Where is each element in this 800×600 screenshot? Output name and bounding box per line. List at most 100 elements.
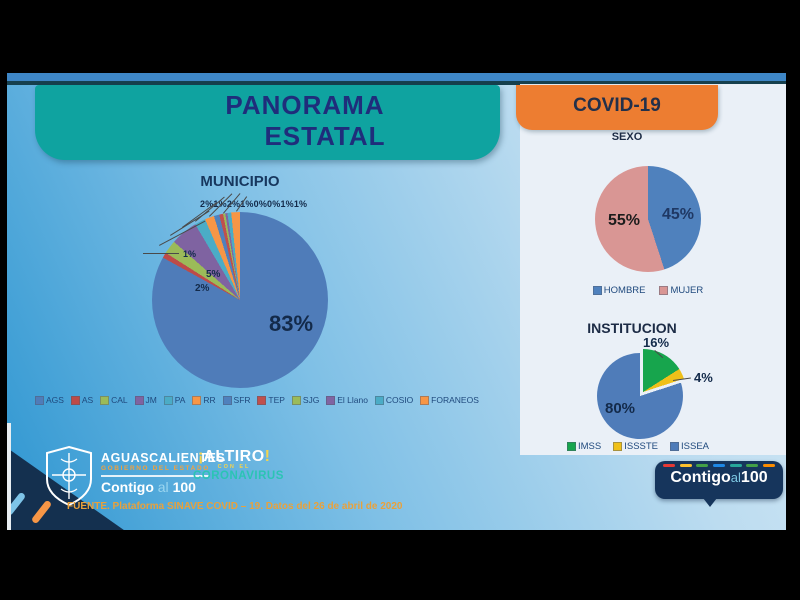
slogan-al: al	[157, 479, 169, 495]
legend-item: PA	[163, 395, 186, 405]
legend-item: RR	[192, 395, 216, 405]
legend-item: CAL	[100, 395, 128, 405]
legend-swatch	[613, 442, 623, 451]
legend-swatch	[592, 286, 602, 295]
bubble-dash	[729, 464, 742, 467]
legend-swatch	[374, 395, 384, 405]
legend-swatch	[291, 395, 301, 405]
covid-banner	[516, 85, 718, 130]
bubble-dash	[663, 464, 675, 467]
slogan-contigo: Contigo	[101, 479, 154, 495]
legend-item: ISSSTE	[613, 441, 658, 452]
legend-label: JM	[145, 395, 157, 405]
page-title-line1: PANORAMA	[225, 90, 385, 120]
bubble-al: al	[730, 470, 741, 485]
legend-label: IMSS	[578, 441, 602, 452]
municipio-legend: AGS AS CAL JM PA RR SFR TEP SJG El Llano COSIO FORA…	[35, 395, 479, 405]
panorama-banner	[35, 85, 500, 160]
legend-swatch	[222, 395, 232, 405]
institucion-pie-wedge	[600, 349, 686, 435]
bubble-dash	[696, 464, 709, 467]
legend-label: SFR	[233, 395, 251, 405]
covid-badge-label: COVID-19	[573, 95, 661, 116]
legend-item: ISSEA	[670, 441, 709, 452]
altiro-mid-text: CON EL	[217, 464, 251, 470]
legend-swatch	[35, 395, 44, 405]
legend-swatch	[567, 442, 576, 451]
municipio-slice-label: 1%	[183, 249, 197, 259]
institucion-issea-label: 80%	[605, 400, 636, 417]
legend-swatch	[163, 395, 173, 405]
legend-swatch	[134, 395, 144, 405]
altiro-sub-text: CORONAVIRUS	[193, 470, 284, 482]
bubble-tail	[703, 498, 717, 507]
municipio-outer-labels: 2%1%2%1%0%0%1%1%	[200, 199, 308, 209]
gov-name: AGUASCALIENTES	[101, 451, 226, 465]
slide-content: PANORAMA ESTATAL COVID-19 MUNICIPIO 2%1%…	[7, 73, 786, 530]
bubble-dash	[762, 464, 775, 467]
institucion-imss-label: 16%	[643, 335, 670, 350]
municipio-slice-label: 5%	[206, 269, 221, 280]
bubble-contigo: Contigo	[670, 469, 731, 486]
legend-item: TEP	[257, 395, 285, 405]
legend-item: HOMBRE	[592, 285, 646, 296]
sexo-hombre-label: 45%	[662, 206, 695, 223]
municipio-pie	[152, 212, 328, 388]
top-dark-rule	[7, 81, 786, 85]
legend-label: ISSSTE	[624, 441, 659, 452]
altiro-main-text: ALTIRO	[203, 448, 265, 465]
bubble-dash	[712, 464, 725, 467]
legend-swatch	[70, 395, 80, 405]
bubble-dash	[679, 464, 692, 467]
sexo-mujer-label: 55%	[608, 212, 641, 229]
legend-label: COSIO	[385, 395, 414, 405]
page-title-line2: ESTATAL	[264, 121, 386, 151]
legend-item: FORANEOS	[420, 395, 479, 405]
legend-item: El Llano	[326, 395, 368, 405]
legend-label: TEP	[268, 395, 285, 405]
legend-label: RR	[203, 395, 216, 405]
legend-swatch	[326, 395, 336, 405]
municipio-chart-title: MUNICIPIO	[200, 173, 280, 190]
legend-swatch	[100, 395, 110, 405]
legend-item: SJG	[291, 395, 320, 405]
government-logo-text: AGUASCALIENTES GOBIERNO DEL ESTADO Conti…	[101, 451, 225, 495]
municipio-slice-label: 2%	[195, 283, 210, 294]
legend-swatch	[670, 442, 680, 451]
legend-item: SFR	[222, 395, 251, 405]
legend-item: JM	[134, 395, 157, 405]
legend-label: AGS	[46, 395, 64, 405]
legend-item: COSIO	[374, 395, 414, 405]
aguascalientes-coat-of-arms	[46, 445, 92, 507]
institucion-issste-label: 4%	[694, 370, 713, 385]
sexo-chart-title: SEXO	[611, 131, 643, 143]
legend-swatch	[659, 286, 669, 295]
legend-label: MUJER	[670, 285, 704, 296]
sexo-pie	[595, 166, 701, 272]
bubble-dashes	[663, 464, 775, 467]
legend-item: MUJER	[659, 285, 703, 296]
legend-item: AGS	[35, 395, 64, 405]
legend-label: SJG	[302, 395, 320, 405]
legend-label: CAL	[111, 395, 128, 405]
gov-subtitle: GOBIERNO DEL ESTADO	[101, 465, 210, 472]
legend-label: PA	[174, 395, 186, 405]
slogan-100: 100	[172, 479, 196, 495]
legend-label: El Llano	[337, 395, 368, 405]
legend-swatch	[192, 395, 202, 405]
left-edge-highlight	[7, 423, 11, 530]
institucion-legend: IMSS ISSSTE ISSEA	[567, 441, 709, 452]
bubble-text: Contigoal100	[655, 469, 783, 487]
gov-slogan: Contigo al 100	[101, 479, 225, 495]
legend-label: AS	[81, 395, 94, 405]
legend-item: AS	[70, 395, 94, 405]
leader-line	[143, 253, 179, 254]
institucion-chart-title: INSTITUCION	[587, 320, 677, 336]
legend-label: FORANEOS	[431, 395, 479, 405]
legend-label: ISSEA	[681, 441, 710, 452]
source-text: FUENTE. Plataforma SINAVE COVID – 19. Da…	[67, 501, 403, 512]
altiro-open-bang: ¡	[197, 448, 204, 465]
gov-divider	[101, 475, 209, 477]
sexo-legend: HOMBRE MUJER	[563, 285, 733, 296]
legend-label: HOMBRE	[603, 285, 646, 296]
